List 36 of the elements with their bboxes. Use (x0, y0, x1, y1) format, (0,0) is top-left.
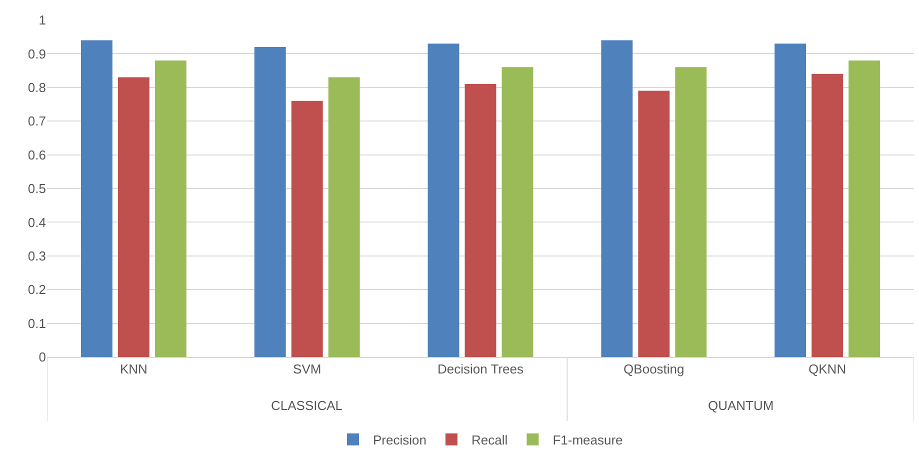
y-tick-label: 0.7 (28, 114, 46, 129)
x-tick-label: QBoosting (624, 362, 684, 377)
bar (464, 84, 496, 357)
y-tick-label: 0.3 (28, 248, 46, 264)
bar (328, 77, 360, 357)
bar (428, 44, 460, 357)
y-tick-label: 0.2 (28, 282, 46, 298)
bar (80, 40, 112, 357)
y-tick-label: 1 (38, 12, 46, 28)
y-tick-label: 0.6 (28, 147, 46, 162)
bar (638, 90, 670, 357)
y-tick-label: 0 (38, 350, 46, 365)
y-tick-label: 0.1 (28, 316, 46, 331)
y-tick-label: 0.5 (28, 181, 46, 196)
text: CLASSICAL (271, 398, 343, 413)
bar (774, 44, 806, 357)
y-tick-label: 0.9 (28, 46, 46, 62)
text: QUANTUM (708, 398, 774, 413)
x-tick-label: KNN (120, 362, 148, 377)
bar (502, 67, 534, 357)
y-tick-label: 0.4 (28, 214, 46, 230)
bar (601, 40, 633, 357)
bar (848, 60, 880, 357)
bar (254, 46, 286, 357)
bar (118, 77, 150, 357)
bar (291, 100, 323, 357)
x-tick-label: QKNN (808, 362, 846, 377)
legend-label: Recall (471, 432, 508, 448)
bar (675, 67, 707, 357)
x-tick-label: SVM (293, 362, 322, 377)
legend-label: F1-measure (552, 432, 623, 448)
y-tick-label: 0.8 (28, 80, 46, 95)
x-tick-label: Decision Trees (438, 362, 524, 377)
bar (812, 74, 844, 357)
bar (154, 60, 186, 357)
legend-label: Precision (373, 432, 426, 448)
